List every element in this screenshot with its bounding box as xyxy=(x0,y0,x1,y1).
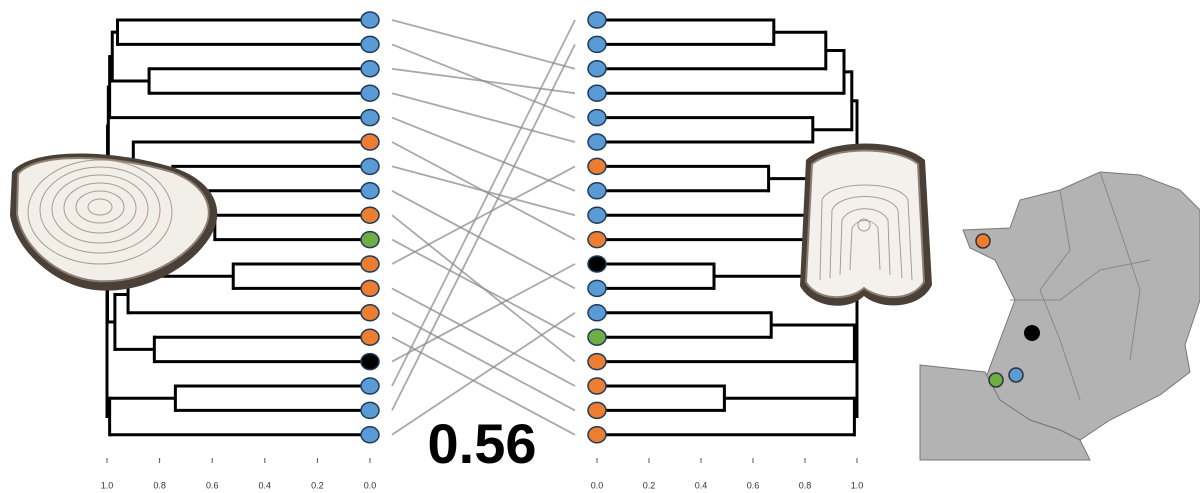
merge xyxy=(597,323,856,364)
tangle-link xyxy=(391,336,576,436)
leaf xyxy=(587,157,607,176)
merge xyxy=(597,262,716,290)
leaf xyxy=(360,157,380,176)
tangle-link xyxy=(391,165,576,217)
leaf xyxy=(360,11,380,29)
leaf xyxy=(587,426,607,444)
leaf xyxy=(360,401,380,420)
statistic: 0.56 xyxy=(428,412,537,475)
merge xyxy=(231,262,370,290)
tick-label: 0.2 xyxy=(643,480,656,490)
tangle-link xyxy=(391,43,576,411)
leaf xyxy=(587,377,607,395)
leaf xyxy=(587,35,607,54)
leaf xyxy=(587,279,607,298)
leaf xyxy=(360,377,380,395)
leaf xyxy=(360,328,380,346)
leaf xyxy=(360,206,380,224)
tick-label: 0.0 xyxy=(591,480,604,490)
leaf xyxy=(360,35,380,54)
tangle-link xyxy=(391,19,576,387)
leaf xyxy=(360,279,380,298)
leaf xyxy=(587,206,607,224)
tick-label: 0.6 xyxy=(206,480,219,490)
leaf xyxy=(587,84,607,102)
merge xyxy=(597,384,726,412)
leaf xyxy=(360,84,380,102)
merge xyxy=(173,384,370,412)
leaf xyxy=(360,60,380,78)
tick-label: 0.0 xyxy=(364,480,377,490)
tangle-link xyxy=(391,165,576,265)
leaf xyxy=(360,133,380,151)
merge xyxy=(116,18,370,46)
tangle-link xyxy=(391,263,576,363)
tick-label: 0.4 xyxy=(695,480,708,490)
merge xyxy=(597,30,828,71)
tangle-link xyxy=(391,190,576,290)
tangle-link xyxy=(391,19,576,70)
leaf xyxy=(587,352,607,371)
tick-label: 1.0 xyxy=(851,480,864,490)
merge xyxy=(113,293,155,351)
merge xyxy=(597,49,846,95)
tangle-link xyxy=(391,312,576,412)
leaf xyxy=(587,255,607,273)
merge xyxy=(152,335,370,364)
leaf xyxy=(587,108,607,127)
tick-label: 0.8 xyxy=(799,480,812,490)
tangle-link xyxy=(391,116,576,192)
tick-label: 0.4 xyxy=(259,480,272,490)
leaf xyxy=(587,304,607,322)
tangle-link xyxy=(391,67,576,95)
leaf xyxy=(360,182,380,200)
merge xyxy=(108,396,370,437)
tick-label: 0.8 xyxy=(153,480,166,490)
merge xyxy=(597,311,773,339)
merge xyxy=(597,116,815,144)
leaf xyxy=(360,352,380,371)
merge xyxy=(126,274,370,315)
leaf xyxy=(587,401,607,420)
leaf xyxy=(360,426,380,444)
leaf xyxy=(587,60,607,78)
wood-section-left xyxy=(10,153,218,291)
leaf xyxy=(587,230,607,249)
leaf xyxy=(360,255,380,273)
tick-label: 0.2 xyxy=(311,480,324,490)
merge xyxy=(106,85,134,167)
leaf xyxy=(587,182,607,200)
leaf xyxy=(360,230,380,249)
merge xyxy=(597,164,771,193)
leaf xyxy=(360,108,380,127)
tangle-link xyxy=(391,312,576,436)
merge xyxy=(213,213,370,242)
leaf xyxy=(360,304,380,322)
leaf xyxy=(587,133,607,151)
merge xyxy=(812,70,854,132)
map xyxy=(919,171,1200,461)
leaf xyxy=(587,328,607,346)
tangle-link xyxy=(391,92,576,143)
merge xyxy=(597,18,776,46)
links xyxy=(391,19,576,436)
merge xyxy=(147,67,370,95)
tangle-link xyxy=(391,238,576,338)
leaf xyxy=(587,11,607,29)
tick-label: 0.6 xyxy=(747,480,760,490)
tangle-link xyxy=(391,287,576,387)
tick-label: 1.0 xyxy=(101,480,114,490)
wood-section-right xyxy=(800,143,932,306)
